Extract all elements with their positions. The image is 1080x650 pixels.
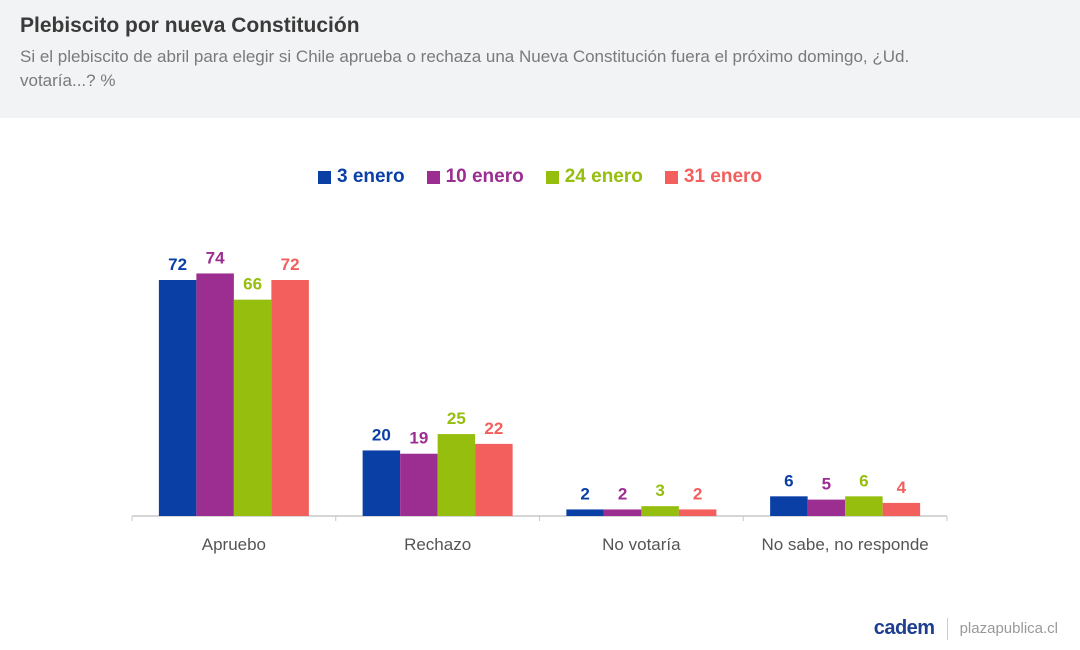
data-label: 19 [409, 429, 428, 448]
legend: 3 enero 10 enero 24 enero 31 enero [0, 166, 1080, 188]
legend-item: 24 enero [545, 166, 643, 188]
data-label: 72 [168, 255, 187, 274]
site-link[interactable]: plazapublica.cl [959, 620, 1058, 637]
bar [437, 434, 476, 516]
bar [566, 509, 604, 516]
bar [196, 273, 234, 516]
legend-item: 31 enero [664, 166, 763, 188]
footer: cadem plazapublica.cl [874, 617, 1058, 640]
legend-item: 10 enero [426, 166, 524, 188]
bar [845, 496, 883, 516]
divider [946, 617, 948, 640]
category-label: Apruebo [202, 535, 266, 554]
bar [882, 502, 921, 516]
data-label: 2 [618, 484, 627, 503]
chart-subtitle: Si el plebiscito de abril para elegir si… [20, 47, 910, 90]
data-label: 20 [372, 425, 391, 444]
data-label: 4 [897, 478, 907, 497]
cadem-logo: cadem [873, 617, 935, 639]
bar [641, 506, 679, 516]
legend-label: 31 enero [683, 166, 763, 187]
data-label: 25 [447, 409, 466, 428]
legend-label: 24 enero [564, 166, 643, 187]
bar [362, 450, 401, 516]
legend-swatch [545, 170, 559, 184]
legend-label: 10 enero [445, 166, 524, 187]
bar [807, 499, 846, 516]
bar [233, 299, 272, 516]
data-label: 66 [243, 275, 262, 294]
legend-swatch [426, 170, 440, 184]
legend-item: 3 enero [317, 166, 405, 188]
bar [603, 509, 642, 516]
bar [271, 280, 309, 516]
data-label: 72 [281, 255, 300, 274]
data-label: 5 [822, 475, 831, 494]
legend-swatch [664, 170, 678, 184]
bar [400, 453, 438, 516]
data-label: 22 [484, 419, 503, 438]
data-label: 2 [693, 484, 702, 503]
data-label: 6 [859, 471, 868, 490]
bar [158, 280, 197, 516]
bar [678, 509, 717, 516]
data-label: 2 [580, 484, 589, 503]
chart-title: Plebiscito por nueva Constitución [20, 14, 360, 37]
data-label: 6 [784, 471, 793, 490]
data-label: 3 [655, 481, 664, 500]
bar [475, 443, 513, 516]
category-label: No votaría [602, 535, 681, 554]
data-label: 74 [206, 248, 225, 267]
legend-label: 3 enero [336, 166, 405, 187]
legend-swatch [317, 170, 331, 184]
category-label: No sabe, no responde [761, 535, 928, 554]
category-label: Rechazo [404, 535, 471, 554]
bar [770, 496, 808, 516]
header: Plebiscito por nueva Constitución Si el … [0, 0, 1080, 118]
